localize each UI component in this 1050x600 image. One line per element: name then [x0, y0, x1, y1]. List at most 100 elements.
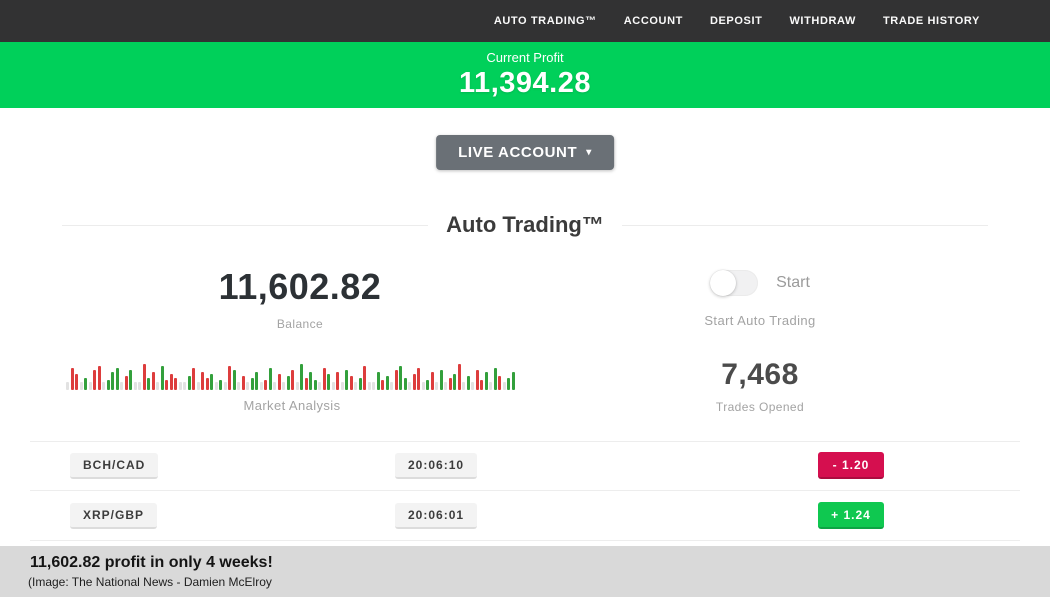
- market-bar: [394, 370, 398, 390]
- market-bar: [196, 382, 200, 390]
- market-bar: [412, 374, 416, 390]
- market-bar: [403, 378, 407, 390]
- market-bar: [484, 372, 488, 390]
- market-bar: [471, 382, 474, 390]
- trade-result-badge: - 1.20: [818, 452, 884, 479]
- market-bar: [133, 382, 137, 390]
- market-bar: [232, 370, 236, 390]
- market-bar: [111, 372, 114, 390]
- market-bar: [367, 382, 371, 390]
- market-bar: [417, 368, 420, 390]
- top-nav: AUTO TRADING™ ACCOUNT DEPOSIT WITHDRAW T…: [0, 0, 1050, 42]
- heading-rule-left: [62, 224, 429, 226]
- market-bar: [138, 382, 141, 390]
- start-auto-trading-toggle[interactable]: [710, 270, 759, 296]
- market-bar: [399, 366, 402, 390]
- market-bar: [223, 382, 227, 390]
- market-bar: [241, 376, 245, 390]
- trades-opened-value: 7,468: [721, 358, 799, 391]
- row-divider: [30, 490, 1020, 491]
- market-bar: [300, 364, 303, 390]
- market-bar: [439, 370, 443, 390]
- market-bar: [66, 382, 69, 390]
- market-bar: [142, 364, 146, 390]
- market-bar: [70, 368, 74, 390]
- nav-item-withdraw[interactable]: WITHDRAW: [789, 15, 856, 27]
- market-bar: [268, 368, 272, 390]
- market-bar: [322, 368, 326, 390]
- market-bar: [448, 378, 452, 390]
- market-bar: [363, 366, 366, 390]
- market-bar: [327, 374, 330, 390]
- section-heading: Auto Trading™: [62, 212, 988, 238]
- market-bar: [165, 380, 168, 390]
- market-bar: [291, 370, 294, 390]
- caption-title: 11,602.82 profit in only 4 weeks!: [30, 554, 273, 571]
- market-bar: [205, 378, 209, 390]
- market-bar: [354, 382, 357, 390]
- market-bar: [93, 370, 96, 390]
- market-bar: [376, 372, 380, 390]
- market-bar: [178, 382, 182, 390]
- market-bar: [201, 372, 204, 390]
- market-bar: [102, 382, 105, 390]
- market-bar: [435, 382, 438, 390]
- market-bar: [426, 380, 429, 390]
- market-bar: [79, 382, 83, 390]
- market-bar: [502, 382, 506, 390]
- current-profit-value: 11,394.28: [459, 67, 591, 99]
- market-bar: [295, 382, 299, 390]
- nav-item-trade-history[interactable]: TRADE HISTORY: [882, 15, 980, 27]
- market-bar: [88, 382, 92, 390]
- market-bar: [309, 372, 312, 390]
- market-bar: [250, 378, 254, 390]
- market-bar: [453, 374, 456, 390]
- market-bar: [129, 370, 132, 390]
- market-bar: [147, 378, 150, 390]
- market-bar: [214, 382, 218, 390]
- market-bar: [120, 382, 123, 390]
- market-bar: [313, 380, 317, 390]
- market-bar: [106, 380, 110, 390]
- market-bar: [277, 374, 281, 390]
- trade-time-badge: 20:06:10: [395, 453, 478, 479]
- trades-opened-label: Trades Opened: [715, 400, 805, 414]
- market-bar: [174, 378, 177, 390]
- market-bar: [210, 374, 213, 390]
- market-bar: [183, 382, 186, 390]
- market-bar: [444, 382, 447, 390]
- nav-item-deposit[interactable]: DEPOSIT: [709, 15, 763, 27]
- market-bar: [498, 376, 501, 390]
- market-bar: [489, 382, 492, 390]
- market-bar: [358, 378, 362, 390]
- market-bar: [282, 382, 285, 390]
- chevron-down-icon: ▾: [586, 146, 592, 158]
- toggle-state-label: Start: [776, 274, 810, 291]
- market-bar: [318, 382, 321, 390]
- nav-item-account[interactable]: ACCOUNT: [623, 15, 683, 27]
- caption-credit: (Image: The National News - Damien McElr…: [28, 575, 272, 589]
- market-bar: [511, 372, 515, 390]
- trades-opened-stat: 7,468 Trades Opened: [590, 358, 930, 414]
- market-bar: [219, 380, 222, 390]
- market-bar: [381, 380, 384, 390]
- balance-label: Balance: [276, 317, 324, 331]
- market-bar: [228, 366, 231, 390]
- start-auto-trading-label: Start Auto Trading: [704, 313, 816, 328]
- trade-pair-badge: XRP/GBP: [70, 503, 158, 529]
- market-bar: [507, 378, 510, 390]
- market-bar: [345, 370, 348, 390]
- market-bar: [372, 382, 375, 390]
- market-bar: [264, 380, 267, 390]
- live-account-dropdown[interactable]: LIVE ACCOUNT ▾: [436, 135, 614, 170]
- current-profit-banner: Current Profit 11,394.28: [0, 42, 1050, 108]
- current-profit-label: Current Profit: [486, 50, 564, 65]
- market-bar: [169, 374, 173, 390]
- market-bar: [390, 382, 393, 390]
- nav-item-auto-trading[interactable]: AUTO TRADING™: [493, 15, 597, 27]
- market-bar: [259, 382, 263, 390]
- market-bar: [115, 368, 119, 390]
- trade-pair-badge: BCH/CAD: [70, 453, 159, 479]
- toggle-knob: [710, 270, 737, 296]
